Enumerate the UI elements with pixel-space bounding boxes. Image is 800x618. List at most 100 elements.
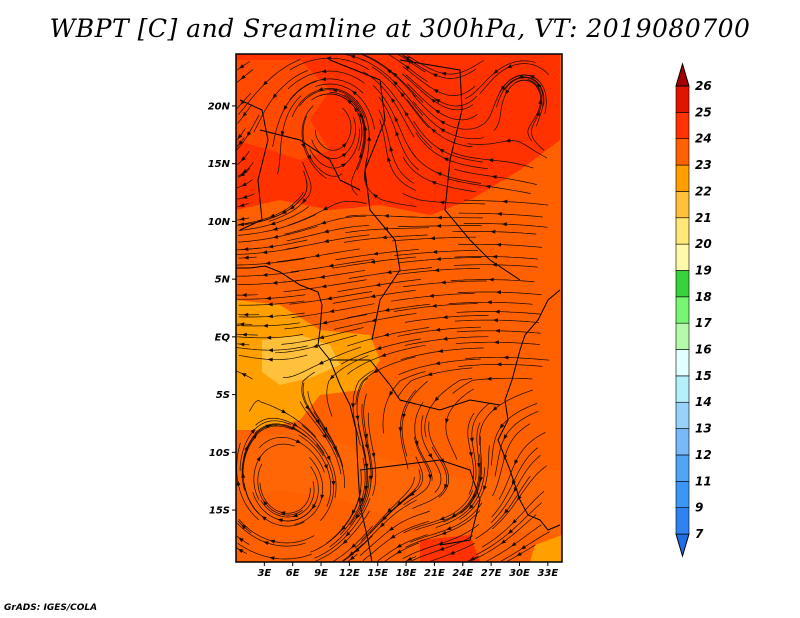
- streamline-arrow: [269, 213, 275, 218]
- streamline-arrow: [501, 222, 507, 227]
- streamline-arrow: [427, 372, 433, 376]
- streamline-arrow: [398, 427, 403, 433]
- streamline-arrow: [493, 69, 499, 74]
- colorbar-bottom-triangle: [675, 533, 690, 558]
- streamline-arrow: [507, 529, 513, 534]
- streamline-arrow: [239, 216, 245, 221]
- streamline-arrow: [496, 242, 502, 247]
- colorbar-label: 9: [695, 501, 703, 515]
- colorbar: 7 9 11 12 13 14 15 16 17 18 19 20 21 22 23 24 25 26: [675, 62, 712, 558]
- streamline: [238, 192, 304, 225]
- streamline-arrow: [442, 336, 448, 341]
- streamline-arrow: [332, 88, 338, 93]
- streamline-arrow: [269, 556, 275, 561]
- streamline-arrow: [239, 203, 245, 207]
- streamline-arrow: [468, 504, 474, 510]
- colorbar-segment: [675, 480, 690, 508]
- streamline-arrow: [315, 419, 320, 425]
- streamline-arrow: [267, 357, 273, 362]
- streamline-arrow: [502, 199, 508, 204]
- streamline-arrow: [354, 106, 359, 113]
- streamline-arrow: [517, 495, 522, 501]
- streamline-arrow: [488, 277, 494, 282]
- lat-tick-label: 15N: [208, 159, 231, 170]
- streamline-arrow: [367, 135, 372, 141]
- streamline-arrow: [267, 314, 273, 319]
- streamline-arrow: [322, 206, 328, 211]
- streamline-arrow: [518, 74, 524, 79]
- streamline-arrow: [360, 497, 365, 504]
- equatorial-border: [330, 359, 501, 411]
- streamline: [500, 531, 550, 562]
- streamline-arrow: [320, 220, 327, 225]
- streamline-arrow: [351, 509, 356, 515]
- streamline-arrow: [246, 131, 252, 137]
- streamline-arrow: [511, 542, 517, 547]
- streamline-arrow: [373, 368, 379, 374]
- streamline-arrow: [500, 85, 506, 91]
- lon-tick-label: 15E: [367, 568, 388, 579]
- streamline-arrow: [341, 525, 346, 531]
- lon-tick-label: 9E: [314, 568, 328, 579]
- streamline-arrow: [538, 98, 543, 105]
- streamline-arrow: [239, 342, 245, 347]
- streamline-arrow: [340, 163, 347, 168]
- lat-tick-label: 5N: [215, 275, 231, 286]
- lat-tick-label: 5S: [216, 390, 230, 401]
- streamline-arrow: [238, 537, 244, 543]
- streamline-arrow: [388, 526, 394, 531]
- streamline-arrow: [492, 254, 498, 259]
- streamline-arrow: [371, 318, 377, 323]
- streamline-arrow: [239, 172, 246, 177]
- streamline-arrow: [396, 500, 402, 506]
- streamline-arrow: [439, 200, 445, 205]
- streamline-arrow: [511, 479, 516, 486]
- colorbar-segment: [675, 454, 690, 482]
- streamline-arrow: [435, 327, 441, 332]
- streamline-arrow: [404, 56, 410, 61]
- streamline-arrow: [479, 476, 483, 483]
- latitude-axis: 20N 15N 10N 5N EQ 5S 10S 15S: [208, 101, 236, 517]
- streamline-arrow: [433, 89, 439, 94]
- map-title: WBPT [C] and Sreamline at 300hPa, VT: 20…: [49, 14, 751, 43]
- streamline-arrow: [383, 214, 389, 218]
- streamline: [470, 514, 537, 562]
- streamline-arrow: [370, 259, 376, 264]
- streamline-arrow: [312, 344, 318, 348]
- streamline-arrow: [252, 433, 258, 439]
- streamline-arrow: [434, 396, 440, 402]
- streamline-arrow: [277, 518, 283, 523]
- colorbar-label: 7: [695, 527, 704, 541]
- streamline: [384, 542, 420, 562]
- streamline-arrow: [435, 98, 441, 103]
- streamline-arrow: [441, 530, 447, 535]
- streamline-arrow: [283, 105, 288, 111]
- streamline-arrow: [443, 157, 449, 162]
- streamline-arrow: [384, 307, 390, 312]
- streamline-arrow: [434, 268, 440, 273]
- lat-tick-label: 20N: [208, 101, 231, 112]
- colorbar-label: 21: [695, 211, 712, 225]
- streamline-arrow: [262, 250, 268, 255]
- streamline-arrow: [406, 59, 412, 65]
- streamline-arrow: [281, 409, 287, 414]
- grads-credit: GrADS: IGES/COLA: [4, 603, 98, 613]
- colorbar-label: 13: [695, 422, 712, 436]
- lon-tick-label: 33E: [537, 568, 558, 579]
- streamline-arrow: [379, 522, 385, 528]
- colorbar-label: 15: [695, 369, 712, 383]
- streamline-arrow: [341, 152, 347, 158]
- streamline-arrow: [404, 111, 409, 117]
- streamline-arrow: [446, 526, 452, 530]
- streamline-arrow: [318, 360, 324, 365]
- streamline-arrow: [380, 353, 387, 357]
- streamline-arrow: [323, 426, 328, 433]
- streamline-arrow: [431, 181, 437, 185]
- streamline-arrow: [516, 551, 522, 557]
- streamline-arrow: [492, 318, 498, 323]
- streamline: [237, 162, 254, 177]
- streamline-arrow: [280, 131, 285, 137]
- streamline-arrow: [488, 158, 494, 163]
- streamline-arrow: [325, 56, 331, 61]
- streamline-arrow: [491, 262, 497, 267]
